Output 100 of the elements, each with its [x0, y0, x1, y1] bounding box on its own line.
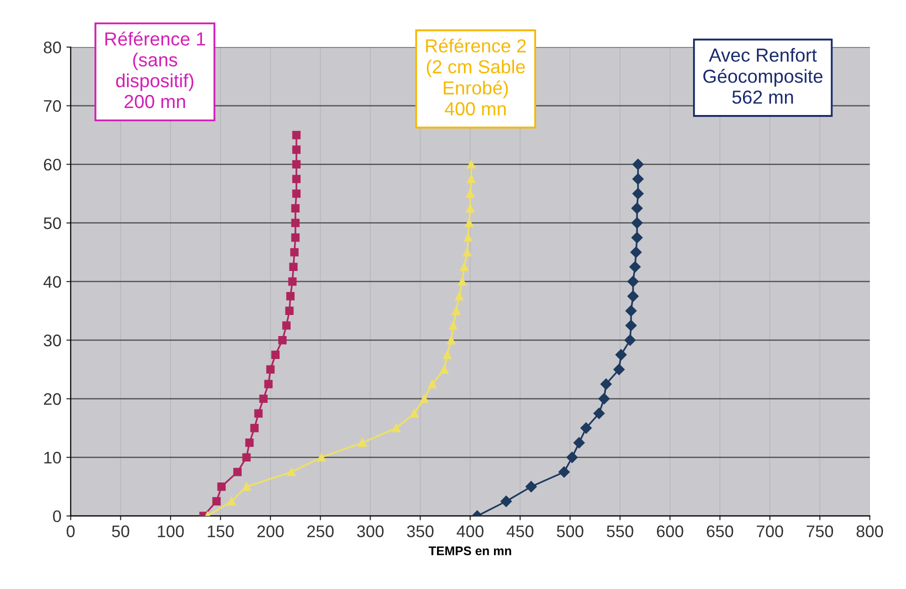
x-tick-label: 600: [656, 525, 684, 538]
x-tick-label: 300: [357, 525, 384, 538]
point: [282, 321, 291, 330]
point: [292, 189, 301, 198]
point: [245, 438, 254, 447]
point: [598, 393, 610, 404]
annotation: Référence 1 (sans dispositif) 200 mn: [105, 32, 206, 108]
x-tick-label: 450: [506, 525, 534, 538]
x-tick-label: 100: [158, 525, 184, 538]
point: [291, 233, 300, 242]
point: [428, 380, 436, 388]
point: [288, 277, 297, 286]
point: [449, 321, 458, 330]
point: [420, 394, 428, 403]
point: [629, 261, 641, 272]
point: [317, 453, 326, 462]
point: [447, 336, 456, 344]
point: [292, 130, 301, 140]
x-tick-label: 0: [66, 525, 75, 538]
point: [242, 482, 251, 491]
point: [287, 468, 296, 476]
point: [467, 160, 476, 168]
x-tick-label: 650: [706, 525, 734, 538]
point: [573, 437, 585, 448]
point: [625, 320, 637, 332]
point: [465, 218, 474, 228]
point: [631, 232, 643, 244]
point: [593, 408, 605, 420]
point: [466, 189, 474, 198]
y-tick-label: 80: [44, 42, 61, 54]
point: [233, 468, 242, 476]
point: [613, 364, 625, 376]
point: [217, 482, 226, 491]
y-tick-label: 70: [44, 100, 61, 112]
point: [467, 174, 476, 184]
y-tick-label: 0: [53, 510, 61, 522]
x-tick-label: 250: [307, 525, 334, 538]
point: [290, 248, 299, 256]
point: [632, 158, 644, 170]
point: [460, 262, 468, 272]
point: [264, 380, 273, 388]
x-tick-label: 700: [756, 525, 784, 538]
point: [580, 422, 592, 434]
point: [278, 336, 287, 344]
point: [250, 424, 259, 432]
x-tick-label: 50: [112, 525, 130, 538]
point: [227, 497, 236, 506]
point: [358, 438, 367, 447]
y-tick-label: 20: [44, 393, 61, 405]
y-tick-label: 10: [44, 452, 61, 464]
x-tick-label: 400: [456, 525, 484, 538]
point: [242, 453, 251, 462]
point: [631, 217, 643, 229]
point: [266, 365, 275, 374]
point: [286, 292, 295, 300]
point: [440, 365, 448, 374]
point: [466, 204, 474, 212]
point: [600, 378, 612, 390]
point: [566, 452, 578, 463]
point: [455, 292, 464, 300]
point: [212, 497, 221, 506]
point: [625, 305, 637, 316]
point: [463, 248, 472, 256]
y-tick-label: 50: [44, 217, 61, 230]
point: [558, 466, 570, 478]
point: [410, 409, 418, 418]
point: [392, 424, 400, 432]
point: [292, 174, 301, 184]
y-tick-label: 60: [44, 158, 61, 171]
y-tick-label: 40: [43, 276, 61, 288]
x-tick-label: 200: [257, 525, 284, 538]
annotation: Avec Renfort Géocomposite 562 mn: [703, 48, 822, 104]
point: [254, 409, 263, 418]
x-tick-label: 550: [606, 525, 634, 538]
point: [271, 350, 280, 359]
point: [500, 496, 512, 507]
point: [627, 276, 639, 288]
x-tick-label: 150: [208, 525, 234, 538]
point: [285, 306, 294, 316]
point: [526, 481, 537, 492]
point: [464, 233, 472, 242]
y-tick-label: 30: [44, 334, 61, 346]
point: [292, 160, 301, 168]
point: [289, 262, 298, 272]
x-axis-title: TEMPS en mn: [428, 546, 512, 556]
x-tick-label: 800: [856, 525, 884, 538]
point: [632, 173, 644, 185]
point: [631, 202, 643, 214]
annotation: Référence 2 (2 cm Sable Enrobé) 400 mn: [426, 38, 526, 116]
x-tick-label: 750: [806, 525, 834, 538]
point: [443, 350, 452, 359]
point: [624, 334, 636, 346]
point: [292, 146, 301, 154]
x-tick-label: 500: [556, 525, 584, 538]
point: [630, 246, 642, 258]
point: [458, 277, 466, 286]
point: [615, 349, 627, 360]
point: [259, 394, 268, 403]
point: [627, 290, 639, 302]
point: [452, 306, 460, 316]
